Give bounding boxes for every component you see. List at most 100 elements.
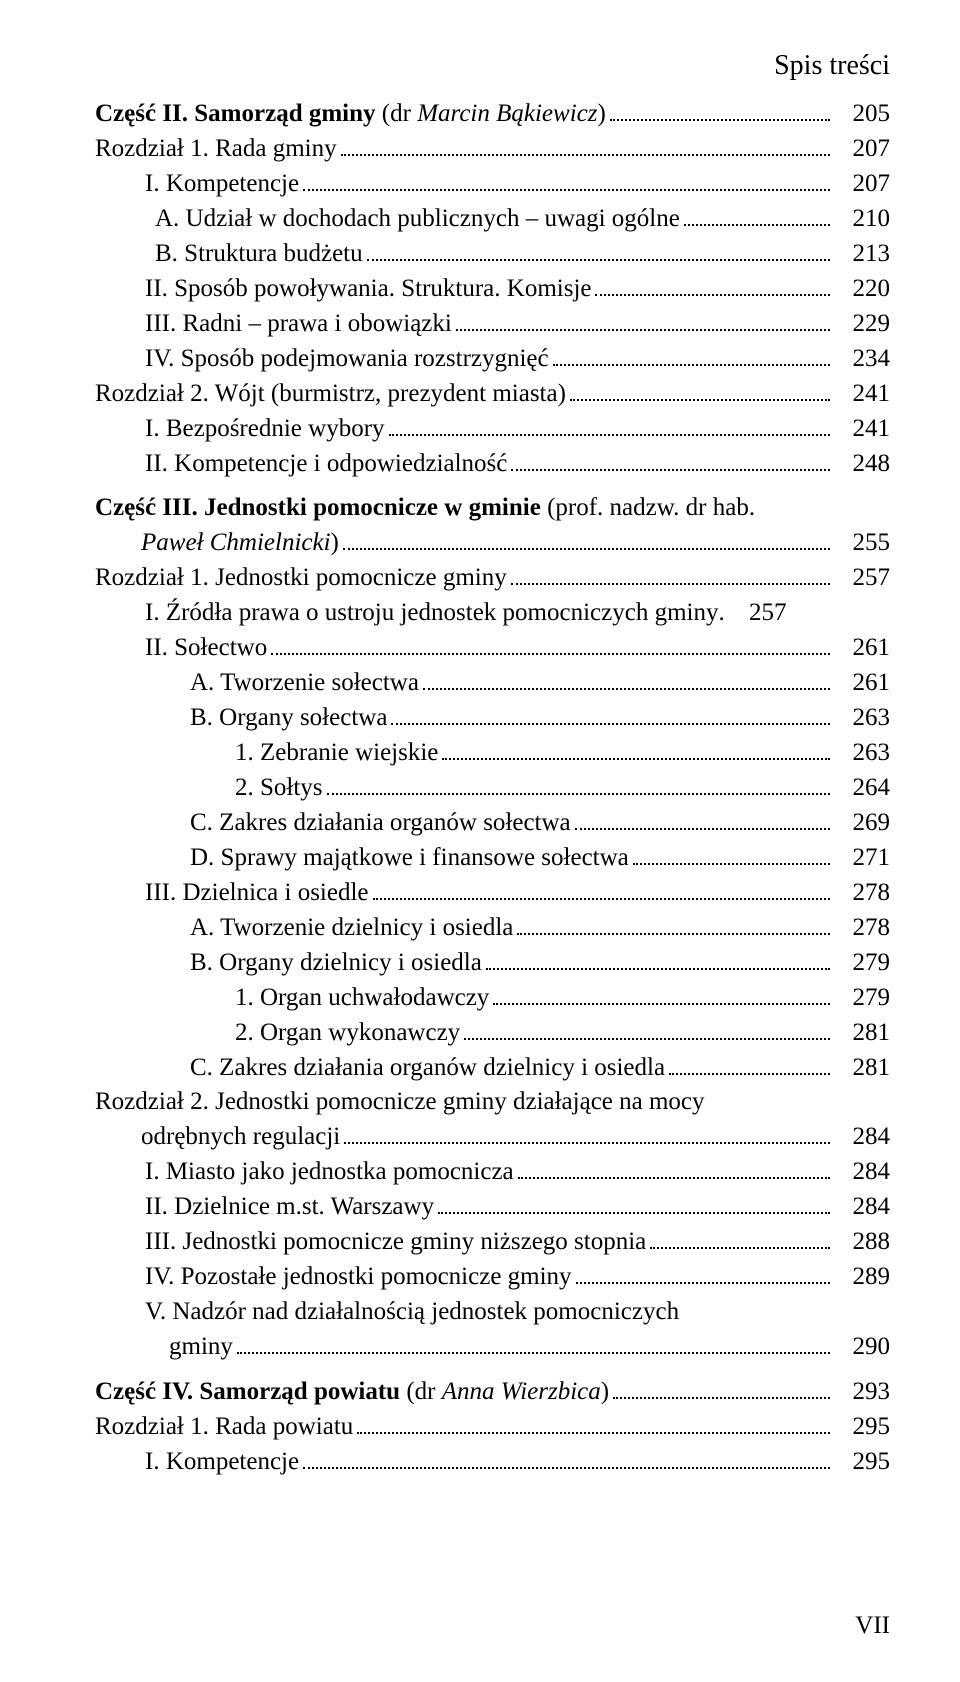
toc-entry: V. Nadzór nad działalnością jednostek po… [95,1295,890,1330]
toc-entry-label: Paweł Chmielnicki) [141,526,339,561]
toc-entry-page: 205 [834,97,890,132]
toc-entry-page: 255 [834,526,890,561]
toc-entry-page: 261 [834,666,890,701]
toc-entry: 1. Organ uchwałodawczy 279 [95,980,890,1015]
toc-entry: III. Radni – prawa i obowiązki229 [95,306,890,341]
toc-entry-label: II. Sposób powoływania. Struktura. Komis… [145,272,591,307]
dot-leader [357,1409,830,1434]
toc-entry-label: III. Radni – prawa i obowiązki [145,307,452,342]
dot-leader [576,1260,830,1285]
toc-entry-label: I. Bezpośrednie wybory [145,412,385,447]
toc-entry-label: Rozdział 1. Rada gminy [95,132,337,167]
toc-entry-page: 207 [834,132,890,167]
toc-entry: 2. Organ wykonawczy281 [95,1015,890,1050]
toc-entry-page: 295 [834,1410,890,1445]
dot-leader [237,1329,830,1354]
toc-entry-page: 279 [834,946,890,981]
toc-entry: B. Organy dzielnicy i osiedla279 [95,945,890,980]
dot-leader [391,700,830,725]
dot-leader [423,665,830,690]
toc-entry: D. Sprawy majątkowe i finansowe sołectwa… [95,840,890,875]
dot-leader [343,526,830,551]
table-of-contents: Część II. Samorząd gminy (dr Marcin Bąki… [95,96,890,1479]
toc-entry-page: 241 [834,412,890,447]
document-page: Spis treści Część II. Samorząd gminy (dr… [0,0,960,1682]
toc-entry-label: Rozdział 2. Wójt (burmistrz, prezydent m… [95,377,566,412]
toc-entry-page: 288 [834,1225,890,1260]
toc-entry-page: 279 [834,981,890,1016]
toc-entry: II. Dzielnice m.st. Warszawy 284 [95,1190,890,1225]
toc-entry-page: 210 [834,202,890,237]
toc-entry: I. Kompetencje 207 [95,166,890,201]
toc-entry: Część IV. Samorząd powiatu (dr Anna Wier… [95,1374,890,1409]
toc-entry-label: I. Kompetencje [145,167,299,202]
toc-entry: A. Tworzenie sołectwa 261 [95,665,890,700]
toc-entry-page: 290 [834,1330,890,1365]
toc-entry: II. Sołectwo261 [95,630,890,665]
toc-entry-page: 248 [834,447,890,482]
toc-entry: Rozdział 2. Jednostki pomocnicze gminy d… [95,1085,890,1120]
toc-entry-label: A. Udział w dochodach publicznych – uwag… [155,202,680,237]
toc-entry-label: Rozdział 1. Jednostki pomocnicze gminy [95,561,507,596]
toc-entry-page: 284 [834,1120,890,1155]
toc-entry-label: I. Źródła prawa o ustroju jednostek pomo… [145,596,718,631]
toc-entry-label: 1. Zebranie wiejskie [235,736,438,771]
dot-leader [341,131,830,156]
toc-entry-label: 1. Organ uchwałodawczy [235,981,489,1016]
toc-entry: Paweł Chmielnicki) 255 [95,526,890,561]
dot-leader [456,306,830,331]
toc-entry-page: 207 [834,167,890,202]
dot-leader [684,201,830,226]
toc-entry: Część III. Jednostki pomocnicze w gminie… [95,491,890,526]
toc-entry-label: gminy [169,1330,233,1365]
toc-entry: C. Zakres działania organów dzielnicy i … [95,1050,890,1085]
toc-entry: B. Organy sołectwa263 [95,700,890,735]
toc-entry-page: 263 [834,701,890,736]
page-header: Spis treści [95,50,890,82]
dot-leader [650,1225,830,1250]
toc-entry: 1. Zebranie wiejskie263 [95,735,890,770]
toc-entry-label: IV. Pozostałe jednostki pomocnicze gminy [145,1260,572,1295]
toc-entry: Część II. Samorząd gminy (dr Marcin Bąki… [95,96,890,131]
toc-entry: II. Kompetencje i odpowiedzialność248 [95,446,890,481]
toc-entry: odrębnych regulacji284 [95,1120,890,1155]
toc-entry-page: 289 [834,1260,890,1295]
toc-entry-page: 284 [834,1190,890,1225]
toc-entry-label: IV. Sposób podejmowania rozstrzygnięć [145,342,549,377]
toc-entry-label: A. Tworzenie sołectwa [190,666,419,701]
dot-leader [344,1120,830,1145]
toc-entry: A. Udział w dochodach publicznych – uwag… [95,201,890,236]
toc-entry: IV. Pozostałe jednostki pomocnicze gminy… [95,1260,890,1295]
dot-leader [438,1190,830,1215]
dot-leader [610,96,830,121]
toc-entry-label: Część IV. Samorząd powiatu (dr Anna Wier… [95,1375,609,1410]
toc-entry-page: 261 [834,631,890,666]
dot-leader [553,341,830,366]
toc-entry-label: II. Dzielnice m.st. Warszawy [145,1190,434,1225]
toc-entry-label: 2. Sołtys [235,771,323,806]
toc-entry-label: C. Zakres działania organów sołectwa [190,806,571,841]
dot-leader [367,236,830,261]
dot-leader [389,411,830,436]
toc-entry: A. Tworzenie dzielnicy i osiedla278 [95,910,890,945]
toc-entry: C. Zakres działania organów sołectwa269 [95,805,890,840]
toc-entry: gminy 290 [95,1329,890,1364]
toc-entry-page: 284 [834,1155,890,1190]
page-number-footer: VII [855,1612,890,1640]
dot-leader [570,376,830,401]
toc-entry-page: 220 [834,272,890,307]
toc-entry-page: 234 [834,342,890,377]
dot-leader [327,770,830,795]
dot-leader [575,805,830,830]
toc-entry-label: V. Nadzór nad działalnością jednostek po… [145,1295,679,1330]
toc-entry-page: 281 [834,1016,890,1051]
dot-leader [442,735,830,760]
dot-leader [518,1155,830,1180]
toc-entry: Rozdział 1. Rada gminy 207 [95,131,890,166]
dot-leader [373,875,830,900]
toc-entry-page: 281 [834,1051,890,1086]
toc-entry: III. Dzielnica i osiedle278 [95,875,890,910]
toc-entry-label: B. Struktura budżetu [155,237,363,272]
toc-entry-page: 257 [834,561,890,596]
toc-entry-page: 293 [834,1375,890,1410]
